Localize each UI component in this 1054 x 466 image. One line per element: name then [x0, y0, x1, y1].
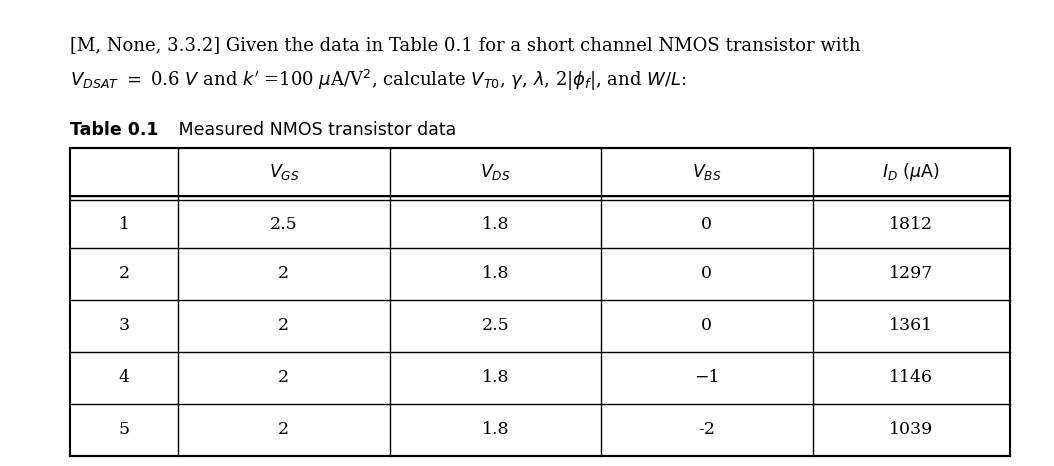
- Text: 2.5: 2.5: [482, 317, 509, 335]
- Text: $V_{DSAT}$ $=$ 0.6 $V$ and $k'$ =100 $\mu$A/V$^{2}$, calculate $V_{T0}$, $\gamma: $V_{DSAT}$ $=$ 0.6 $V$ and $k'$ =100 $\m…: [70, 68, 686, 93]
- Text: 4: 4: [118, 370, 130, 386]
- Text: 0: 0: [701, 317, 713, 335]
- Text: $I_D\ (\mu\mathrm{A})$: $I_D\ (\mu\mathrm{A})$: [882, 161, 940, 183]
- Text: 1: 1: [118, 215, 130, 233]
- Text: Table 0.1: Table 0.1: [70, 121, 158, 139]
- Text: 3: 3: [118, 317, 130, 335]
- Bar: [70, 148, 1010, 456]
- Text: 1361: 1361: [890, 317, 934, 335]
- Text: 2: 2: [278, 421, 290, 439]
- Text: 1.8: 1.8: [482, 421, 509, 439]
- Text: 1039: 1039: [890, 421, 934, 439]
- Text: [M, None, 3.3.2] Given the data in Table 0.1 for a short channel NMOS transistor: [M, None, 3.3.2] Given the data in Table…: [70, 36, 861, 54]
- Text: 2: 2: [118, 265, 130, 282]
- Text: 2: 2: [278, 370, 290, 386]
- Text: Measured NMOS transistor data: Measured NMOS transistor data: [162, 121, 456, 139]
- Text: 1146: 1146: [890, 370, 933, 386]
- Text: 2: 2: [278, 265, 290, 282]
- Text: $V_{GS}$: $V_{GS}$: [269, 162, 299, 182]
- Text: 5: 5: [118, 421, 130, 439]
- Text: 0: 0: [701, 215, 713, 233]
- Text: 1812: 1812: [890, 215, 934, 233]
- Text: 2: 2: [278, 317, 290, 335]
- Text: $V_{BS}$: $V_{BS}$: [692, 162, 722, 182]
- Text: 2.5: 2.5: [270, 215, 297, 233]
- Text: 1.8: 1.8: [482, 215, 509, 233]
- Text: 1297: 1297: [890, 265, 934, 282]
- Text: 0: 0: [701, 265, 713, 282]
- Text: 1.8: 1.8: [482, 370, 509, 386]
- Text: -2: -2: [699, 421, 716, 439]
- Text: 1.8: 1.8: [482, 265, 509, 282]
- Text: −1: −1: [695, 370, 720, 386]
- Text: $V_{DS}$: $V_{DS}$: [480, 162, 510, 182]
